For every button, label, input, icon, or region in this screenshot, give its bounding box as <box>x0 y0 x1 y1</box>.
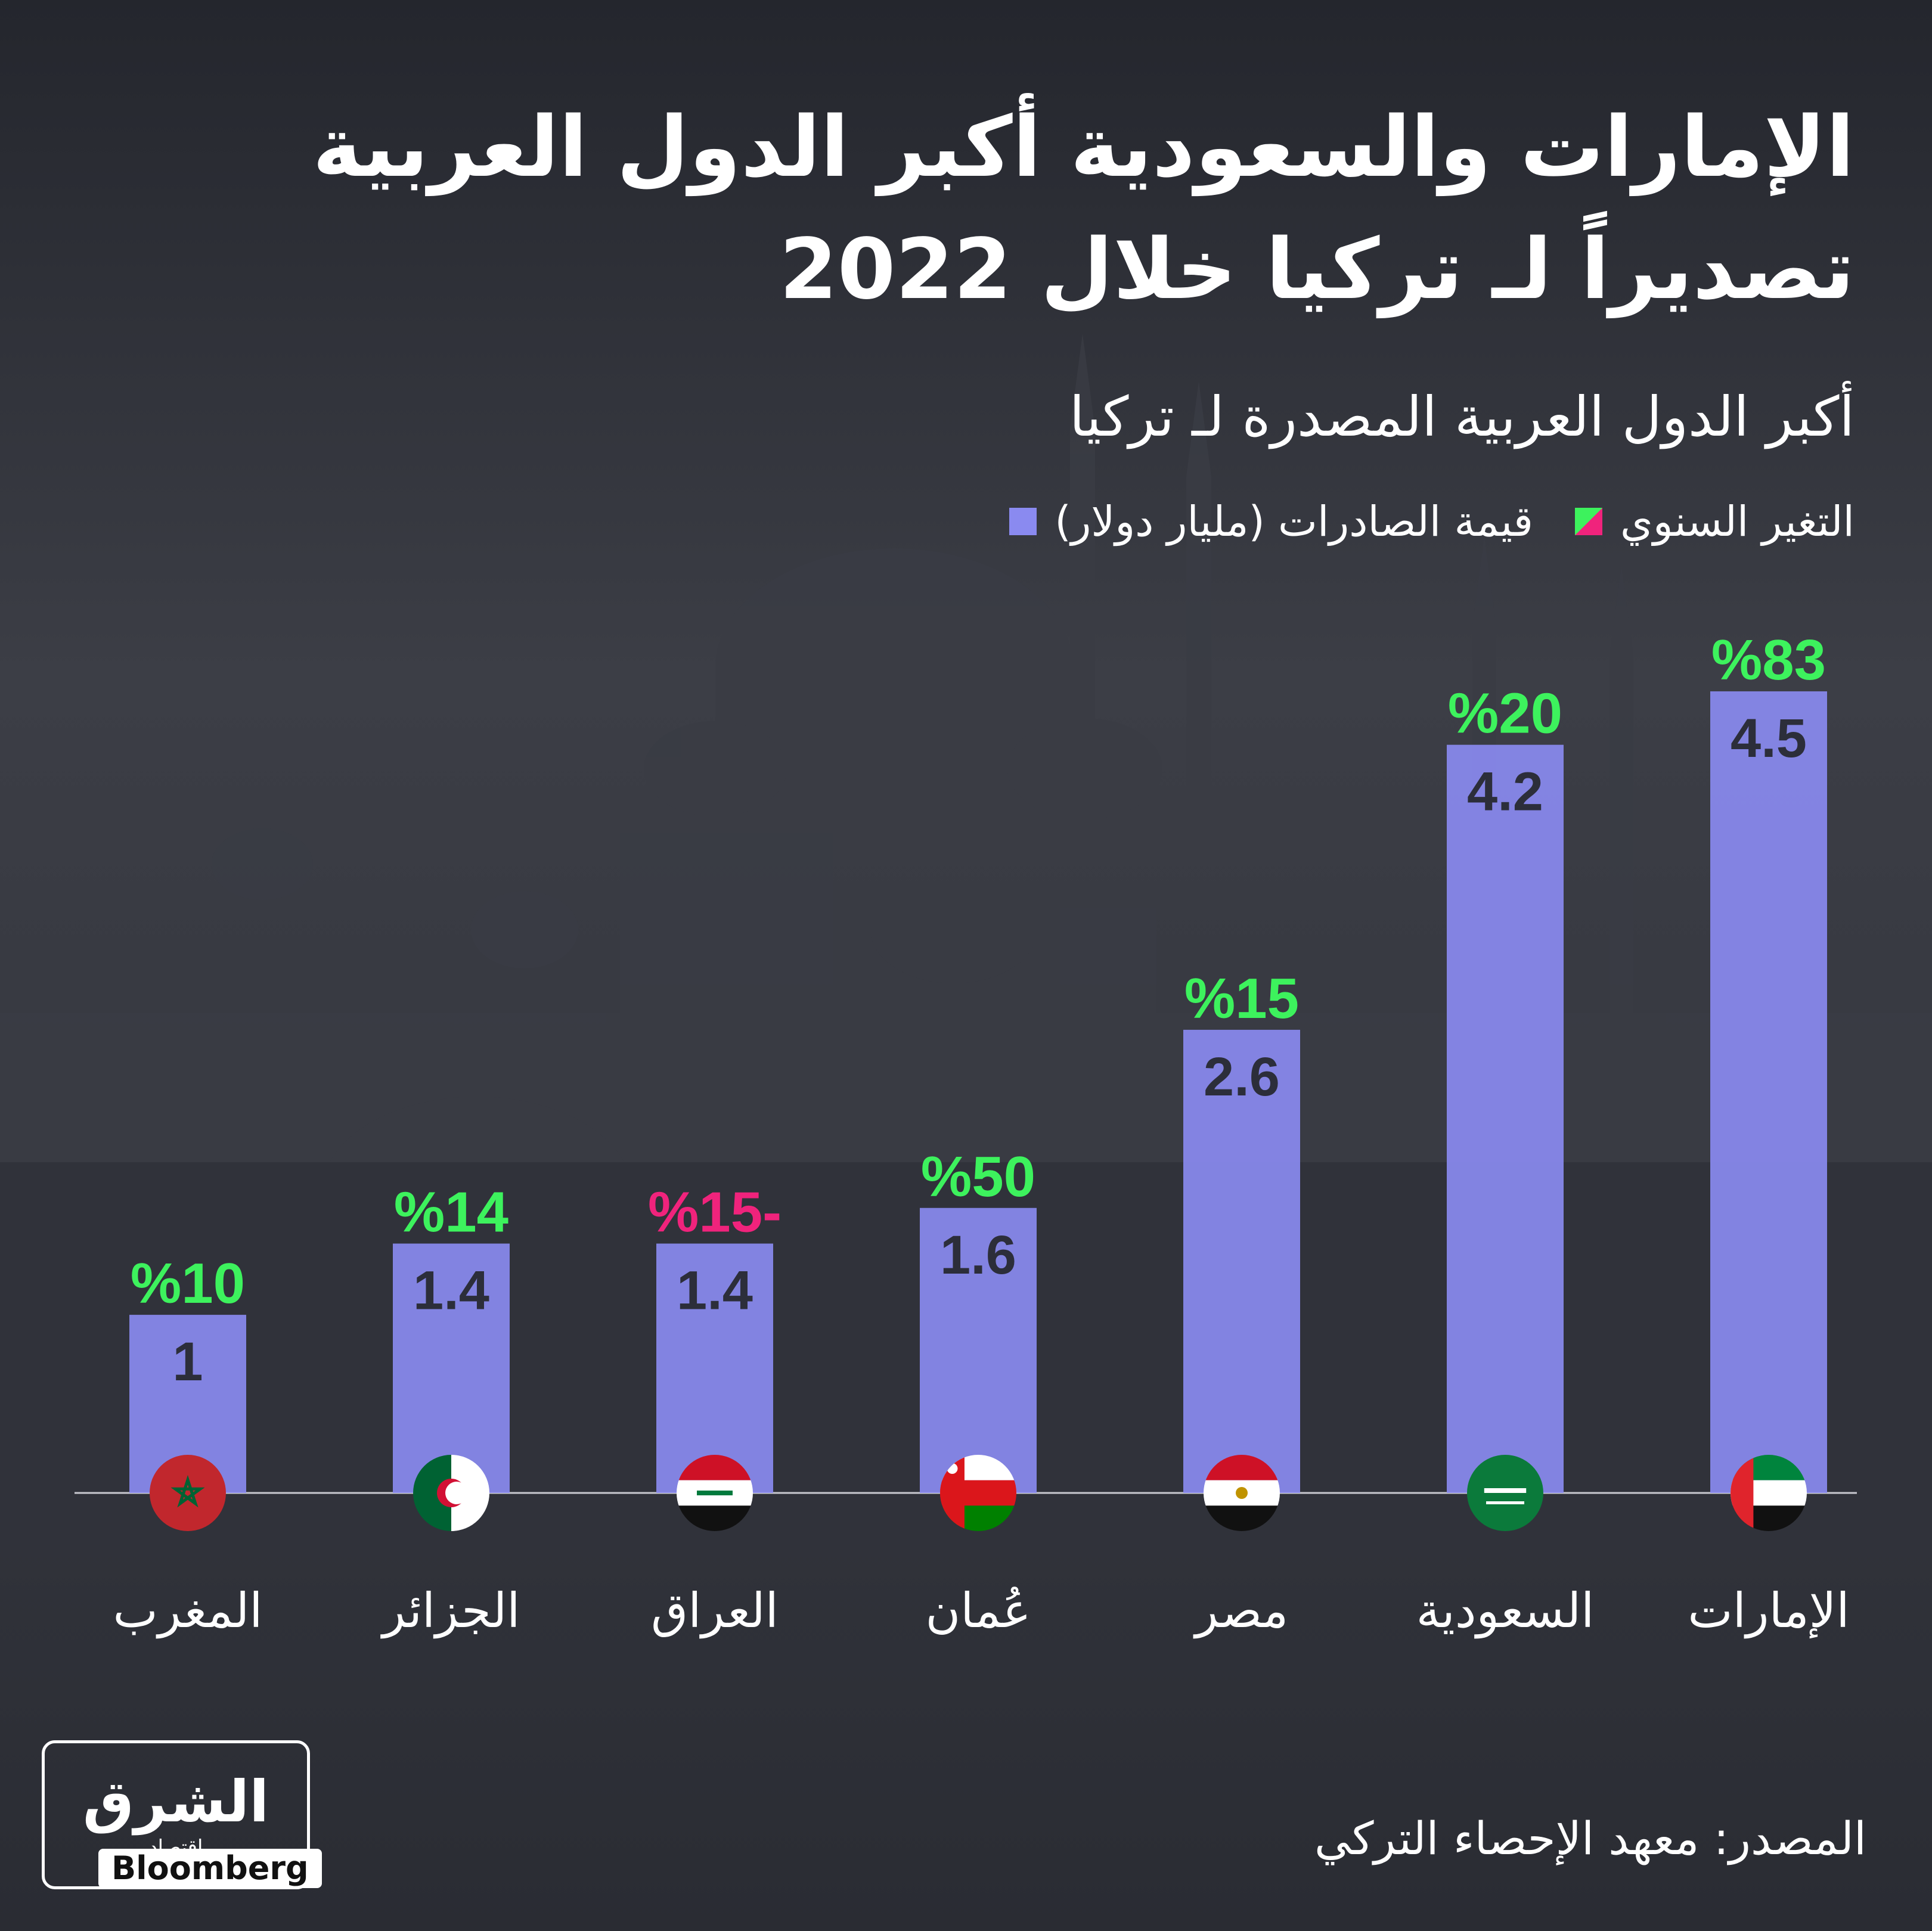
bar-iraq <box>656 1243 773 1493</box>
category-label: الجزائر <box>380 1583 520 1639</box>
value-label: 4.5 <box>1731 708 1807 769</box>
legend: قيمة الصادرات (مليار دولار) التغير السنو… <box>1009 489 1855 554</box>
bar-egypt <box>1183 1029 1300 1493</box>
brand-name: الشرق <box>82 1768 269 1835</box>
saudi-flag-icon <box>1467 1455 1543 1531</box>
legend-item-change: التغير السنوي <box>1575 497 1855 546</box>
annual-change-label: %83 <box>1711 628 1826 692</box>
morocco-flag-icon <box>150 1455 226 1531</box>
value-label: 4.2 <box>1467 762 1543 822</box>
bar-saudi <box>1447 744 1564 1493</box>
category-label: عُمان <box>925 1583 1031 1638</box>
bloomberg-logo: Bloomberg <box>98 1849 322 1888</box>
category-label: المغرب <box>113 1583 263 1639</box>
legend-label-exports: قيمة الصادرات (مليار دولار) <box>1055 497 1534 546</box>
annual-change-label: %15 <box>1184 967 1299 1030</box>
egypt-flag-icon <box>1204 1455 1280 1531</box>
value-label: 2.6 <box>1204 1047 1280 1107</box>
category-label: العراق <box>651 1583 779 1639</box>
chart-title: الإمارات والسعودية أكبر الدول العربية تص… <box>312 99 1855 318</box>
annual-change-label: %20 <box>1448 682 1562 746</box>
legend-swatch-change <box>1575 508 1603 535</box>
bar-algeria <box>393 1243 510 1493</box>
value-label: 1.4 <box>677 1261 753 1321</box>
legend-swatch-exports <box>1009 508 1037 535</box>
oman-flag-icon <box>940 1455 1016 1531</box>
legend-label-change: التغير السنوي <box>1620 497 1855 546</box>
source-note: المصدر: معهد الإحصاء التركي <box>1314 1812 1866 1865</box>
value-label: 1.4 <box>413 1261 489 1321</box>
category-label: السعودية <box>1416 1583 1595 1639</box>
bar-oman <box>920 1207 1037 1493</box>
iraq-flag-icon <box>677 1455 753 1531</box>
category-label: الإمارات <box>1688 1583 1849 1639</box>
value-label: 1.6 <box>940 1225 1016 1286</box>
annual-change-label: %15- <box>648 1181 782 1244</box>
annual-change-label: %10 <box>131 1252 245 1315</box>
legend-item-exports: قيمة الصادرات (مليار دولار) <box>1009 497 1533 546</box>
algeria-flag-icon <box>413 1455 489 1531</box>
chart-subtitle: أكبر الدول العربية المصدرة لـ تركيا <box>1069 385 1855 449</box>
value-label: 1 <box>172 1331 203 1392</box>
bar-uae <box>1710 691 1827 1493</box>
uae-flag-icon <box>1731 1455 1807 1531</box>
annual-change-label: %14 <box>394 1181 508 1244</box>
annual-change-label: %50 <box>921 1145 1035 1209</box>
category-label: مصر <box>1193 1583 1288 1639</box>
